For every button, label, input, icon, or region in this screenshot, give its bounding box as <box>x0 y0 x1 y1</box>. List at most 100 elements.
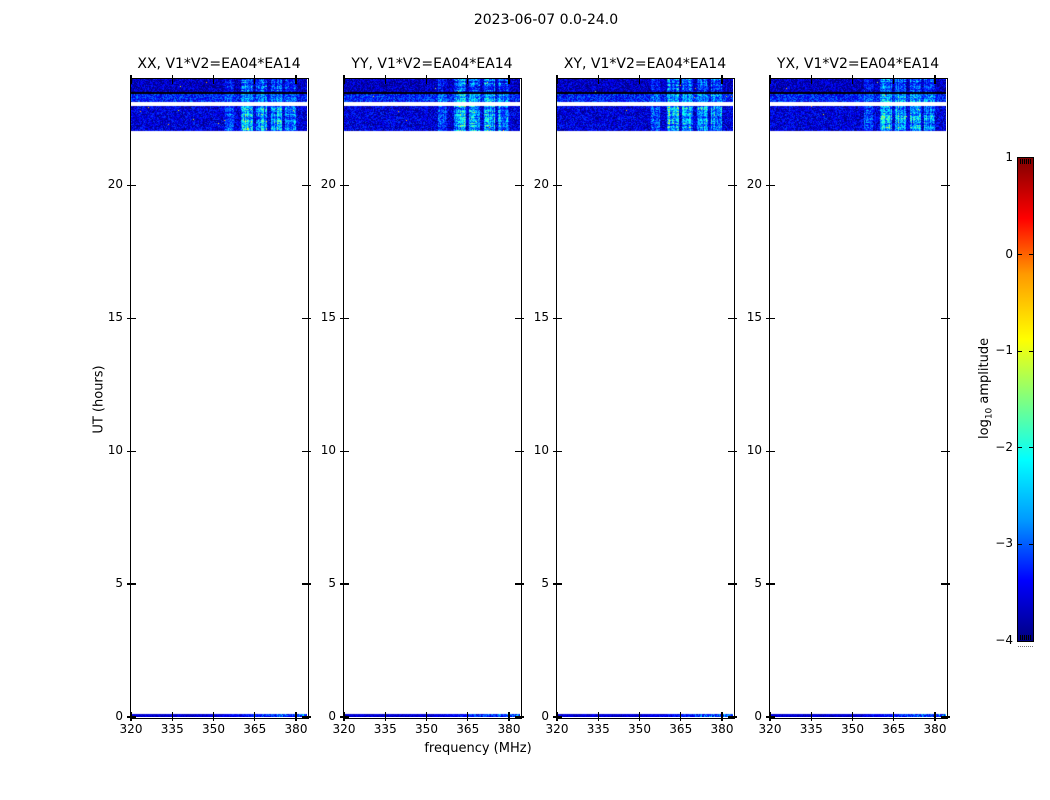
colorbar-tick-mark <box>1018 543 1022 546</box>
panel-title: XX, V1*V2=EA04*EA14 <box>137 56 301 72</box>
x-tick-label: 380 <box>284 722 308 736</box>
y-tick-label: 5 <box>754 576 762 591</box>
x-tick-label: 365 <box>669 722 693 736</box>
y-tick-mark <box>941 184 950 186</box>
y-tick-mark <box>941 317 950 319</box>
y-tick-mark <box>766 317 775 319</box>
colorbar-end-hatch <box>1024 159 1025 164</box>
y-tick-mark <box>941 716 950 718</box>
x-tick-mark <box>893 712 895 721</box>
y-tick-label: 0 <box>541 709 549 723</box>
colorbar-tick-mark <box>1018 447 1022 449</box>
panel-title: YY, V1*V2=EA04*EA14 <box>351 56 513 72</box>
y-tick-label: 15 <box>746 310 762 325</box>
y-tick-mark <box>728 583 737 585</box>
y-tick-mark <box>340 317 349 319</box>
x-tick-mark <box>638 75 641 84</box>
y-tick-label: 10 <box>107 443 123 458</box>
x-tick-mark <box>810 712 812 721</box>
colorbar-end-hatch <box>1022 159 1023 164</box>
colorbar-tick-mark <box>1029 543 1033 546</box>
x-axis-label: frequency (MHz) <box>424 741 532 756</box>
x-tick-mark <box>851 712 854 721</box>
y-tick-mark <box>515 450 524 452</box>
y-tick-label: 5 <box>115 576 123 591</box>
x-tick-mark <box>171 712 173 721</box>
y-tick-mark <box>553 450 562 452</box>
spectrogram-canvas-yy <box>344 79 520 717</box>
colorbar-tick-label: −2 <box>995 439 1013 454</box>
x-tick-mark <box>810 75 812 84</box>
y-tick-mark <box>515 583 524 585</box>
x-tick-mark <box>254 712 256 721</box>
y-tick-mark <box>127 716 136 718</box>
x-tick-mark <box>851 75 854 84</box>
colorbar-tick-mark <box>1029 253 1033 256</box>
colorbar-tick-label: 0 <box>1005 246 1013 261</box>
colorbar-end-hatch <box>1028 159 1029 164</box>
y-tick-mark <box>941 450 950 452</box>
y-tick-mark <box>553 716 562 718</box>
x-tick-mark <box>212 712 215 721</box>
x-tick-label: 350 <box>202 722 225 736</box>
y-tick-mark <box>728 317 737 319</box>
y-tick-mark <box>340 583 349 585</box>
x-tick-mark <box>680 712 682 721</box>
y-tick-label: 10 <box>746 443 762 458</box>
colorbar-tick-label: 1 <box>1005 150 1013 164</box>
y-tick-label: 0 <box>754 709 762 723</box>
x-tick-mark <box>343 75 345 84</box>
spectrogram-panel-yx: YX, V1*V2=EA04*EA14 320 335 350 365 380 0 5 10 15… <box>747 56 950 736</box>
colorbar-tick-mark <box>1018 253 1022 256</box>
y-tick-mark <box>127 450 136 452</box>
y-tick-mark <box>302 716 311 718</box>
x-tick-mark <box>508 712 510 721</box>
y-tick-mark <box>340 450 349 452</box>
x-tick-label: 335 <box>586 722 610 736</box>
x-tick-mark <box>556 75 558 84</box>
x-tick-label: 350 <box>841 722 864 736</box>
colorbar-gradient <box>1017 157 1034 642</box>
y-tick-label: 15 <box>320 310 336 325</box>
spectrogram-canvas-yx <box>770 79 946 717</box>
y-tick-mark <box>766 450 775 452</box>
x-tick-mark <box>295 712 297 721</box>
x-tick-mark <box>721 75 723 84</box>
y-tick-mark <box>766 583 775 585</box>
y-tick-mark <box>340 184 349 186</box>
x-tick-mark <box>295 75 297 84</box>
y-tick-mark <box>728 716 737 718</box>
x-tick-label: 335 <box>799 722 823 736</box>
x-tick-mark <box>597 712 599 721</box>
panel-title: XY, V1*V2=EA04*EA14 <box>563 56 727 72</box>
y-tick-mark <box>553 583 562 585</box>
x-tick-label: 350 <box>415 722 438 736</box>
colorbar-end-hatch <box>1026 159 1027 164</box>
x-tick-mark <box>680 75 682 84</box>
x-tick-label: 320 <box>119 722 143 736</box>
x-tick-mark <box>934 712 936 721</box>
figure-title: 2023-06-07 0.0-24.0 <box>473 12 619 28</box>
y-tick-mark <box>302 184 311 186</box>
x-tick-label: 380 <box>710 722 734 736</box>
spectrogram-panel-xy: XY, V1*V2=EA04*EA14 320 335 350 365 380 0 5 10 15… <box>534 56 737 736</box>
x-tick-label: 320 <box>758 722 782 736</box>
colorbar-end-hatch <box>1026 635 1027 640</box>
x-tick-mark <box>638 712 641 721</box>
y-tick-mark <box>340 716 349 718</box>
y-tick-label: 10 <box>320 443 336 458</box>
x-tick-label: 350 <box>628 722 651 736</box>
x-tick-mark <box>467 712 469 721</box>
spectrogram-canvas-xx <box>131 79 307 717</box>
x-tick-label: 380 <box>923 722 947 736</box>
x-tick-label: 365 <box>882 722 906 736</box>
colorbar-label: log10 amplitude <box>977 338 995 439</box>
y-tick-mark <box>941 583 950 585</box>
y-tick-label: 20 <box>533 177 549 192</box>
y-tick-mark <box>127 317 136 319</box>
colorbar-label-prefix: log <box>977 419 992 439</box>
y-tick-mark <box>766 716 775 718</box>
y-tick-mark <box>515 716 524 718</box>
y-tick-mark <box>728 450 737 452</box>
y-tick-mark <box>127 583 136 585</box>
